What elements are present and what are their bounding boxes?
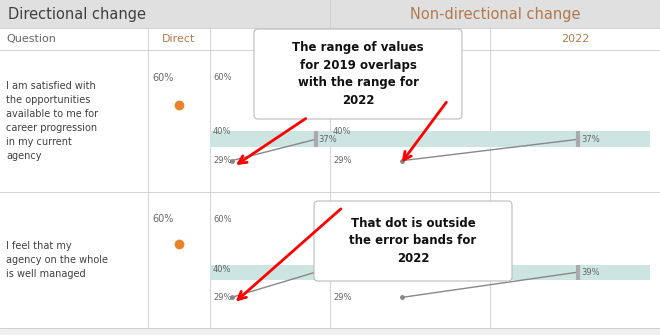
Text: 40%: 40% bbox=[213, 265, 232, 274]
Bar bbox=[0, 50, 660, 192]
Bar bbox=[330, 131, 650, 147]
Text: The range of values
for 2019 overlaps
with the range for
2022: The range of values for 2019 overlaps wi… bbox=[292, 41, 424, 107]
Text: 37%: 37% bbox=[581, 135, 600, 144]
Text: Direct: Direct bbox=[162, 34, 195, 44]
FancyBboxPatch shape bbox=[314, 201, 512, 281]
Text: 39%: 39% bbox=[581, 268, 600, 277]
Text: 2022: 2022 bbox=[561, 34, 589, 44]
Text: 40%: 40% bbox=[333, 265, 352, 274]
Text: 60%: 60% bbox=[333, 73, 352, 82]
Bar bbox=[0, 28, 660, 50]
Text: 40%: 40% bbox=[333, 127, 352, 136]
Text: 29%: 29% bbox=[333, 293, 352, 302]
FancyBboxPatch shape bbox=[254, 29, 462, 119]
Text: 29%: 29% bbox=[213, 156, 232, 165]
Bar bbox=[330, 265, 650, 280]
Text: 37%: 37% bbox=[319, 135, 337, 144]
Text: 60%: 60% bbox=[213, 215, 232, 224]
Text: 2019: 2019 bbox=[396, 34, 424, 44]
Text: 60%: 60% bbox=[152, 73, 174, 83]
Text: 29%: 29% bbox=[333, 156, 352, 165]
Text: I feel that my
agency on the whole
is well managed: I feel that my agency on the whole is we… bbox=[6, 241, 108, 279]
Text: 60%: 60% bbox=[152, 214, 174, 224]
Text: 60%: 60% bbox=[333, 215, 352, 224]
Text: Non-directional change: Non-directional change bbox=[410, 6, 580, 21]
Text: Directional change: Directional change bbox=[8, 6, 146, 21]
Text: Question: Question bbox=[6, 34, 56, 44]
Text: I am satisfied with
the opportunities
available to me for
career progression
in : I am satisfied with the opportunities av… bbox=[6, 81, 98, 161]
Text: 2019: 2019 bbox=[256, 34, 284, 44]
Bar bbox=[0, 0, 660, 28]
Text: 29%: 29% bbox=[213, 293, 232, 302]
Bar bbox=[210, 131, 330, 147]
Text: 39%: 39% bbox=[319, 268, 337, 277]
Text: 60%: 60% bbox=[213, 73, 232, 82]
Bar bbox=[0, 192, 660, 328]
Text: 40%: 40% bbox=[213, 127, 232, 136]
Text: That dot is outside
the error bands for
2022: That dot is outside the error bands for … bbox=[349, 217, 477, 265]
Bar bbox=[210, 265, 330, 280]
